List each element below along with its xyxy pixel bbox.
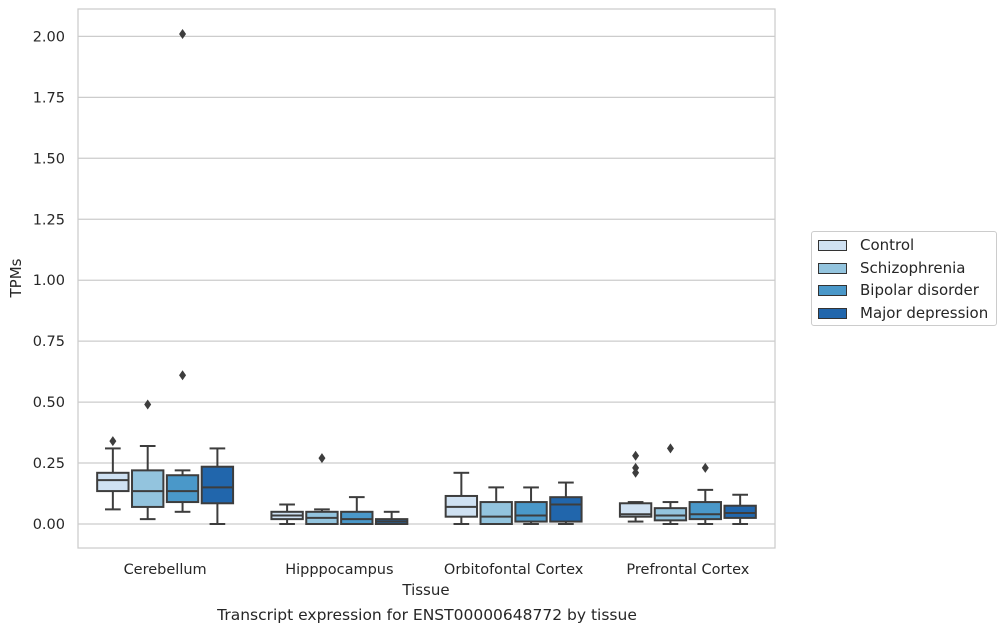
x-tick-label: Hipppocampus [285,562,393,578]
legend-label-bipolar-disorder: Bipolar disorder [860,281,979,299]
legend-swatch-schizophrenia [818,262,847,274]
box-group [653,443,688,525]
box [549,496,583,523]
legend-label-control: Control [860,236,915,254]
box-group [96,436,130,511]
outlier-point [632,462,640,473]
legend-label-schizophrenia: Schizophrenia [860,259,966,277]
legend-swatch-major-depression [818,307,847,319]
outlier-point [179,370,187,381]
box [688,501,722,521]
x-tick-label: Orbitofontal Cortex [444,562,584,578]
y-tick-labels: 0.00 0.25 0.50 0.75 1.00 1.25 1.50 1.75 2.00 [33,29,65,533]
box-group [305,453,339,525]
legend: Control Schizophrenia Bipolar disorder M… [811,231,997,326]
box [514,501,548,523]
box-group [340,496,374,525]
legend-label-major-depression: Major depression [860,304,989,322]
box-group [165,28,200,513]
box [479,501,513,526]
box-group [479,486,513,526]
box-group [374,510,409,526]
y-tick-label: 1.25 [33,212,65,228]
box [96,471,130,493]
plot-area [77,8,776,549]
outlier-point [144,399,152,410]
box-group [618,450,653,523]
outlier-point [109,436,117,447]
box [200,465,235,505]
box-group [723,493,757,525]
x-tick-label: Prefrontal Cortex [626,562,749,578]
y-tick-label: 1.00 [33,273,65,289]
y-tick-label: 1.75 [33,90,65,106]
figure-caption: Transcript expression for ENST0000064877… [217,606,637,624]
y-tick-label: 2.00 [33,29,65,45]
box-group [200,447,235,525]
y-tick-label: 0.00 [33,517,65,533]
box [131,469,165,508]
legend-item-schizophrenia: Schizophrenia [818,258,965,278]
box-series [96,28,757,526]
box [653,507,688,522]
outlier-point [701,462,709,473]
outlier-point [179,28,187,39]
box-group [514,486,548,525]
legend-swatch-control [818,239,847,251]
box [165,474,200,504]
box-group [688,462,722,525]
outlier-point [666,443,674,454]
grid-lines [78,35,775,525]
y-tick-label: 0.75 [33,334,65,350]
box-group [270,503,304,525]
box-group [131,399,165,521]
legend-item-control: Control [818,235,914,255]
x-axis-label: Tissue [401,581,449,599]
outlier-point [632,450,640,461]
y-tick-label: 1.50 [33,151,65,167]
legend-item-major-depression: Major depression [818,303,988,323]
y-axis-label: TPMs [7,258,25,298]
box-group [549,481,583,525]
outlier-point [318,453,326,464]
y-tick-label: 0.50 [33,395,65,411]
legend-swatch-bipolar-disorder [818,284,847,296]
box-group [444,471,479,525]
legend-item-bipolar-disorder: Bipolar disorder [818,280,979,300]
x-tick-label: Cerebellum [124,562,207,578]
y-tick-label: 0.25 [33,456,65,472]
box [340,510,374,525]
box [723,504,757,519]
x-tick-labels: Cerebellum Hipppocampus Orbitofontal Corte… [124,562,750,578]
